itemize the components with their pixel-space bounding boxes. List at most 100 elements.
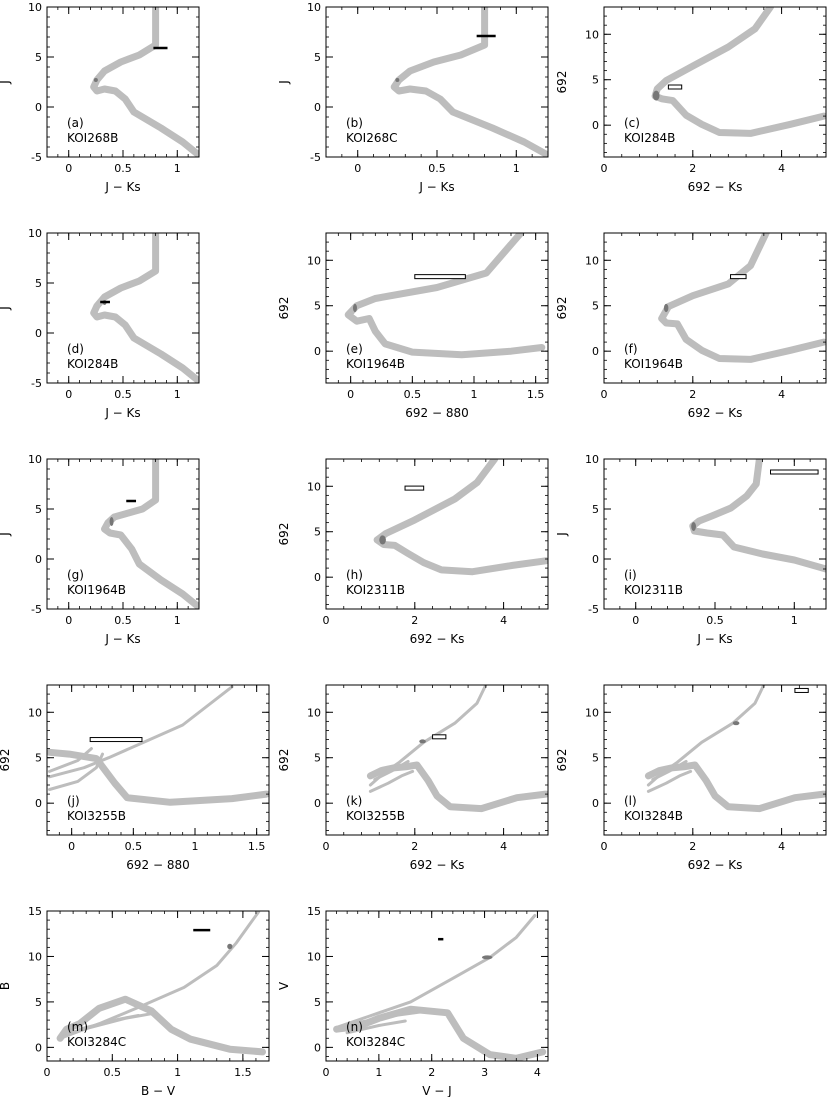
panel-object-label: KOI2311B	[346, 583, 405, 597]
y-axis-label: 692	[277, 297, 291, 320]
y-tick-label: 0	[314, 1041, 321, 1054]
isochrone-curve	[344, 233, 546, 359]
panel-0: 0 0.5 1 -5 0 5 10 J − Ks J (a)KOI268B	[0, 1, 200, 194]
panel-1: 0 0.5 1 -5 0 5 10 J − Ks J (b)KOI268C	[277, 1, 549, 194]
star-marker	[481, 955, 493, 960]
y-tick-label: 10	[28, 706, 42, 719]
plot-area	[390, 7, 548, 157]
isochrone-curve	[47, 748, 269, 806]
panel-11: 0 2 4 0 5 10 692 − Ks 692 (l)KOI3284B	[555, 684, 827, 872]
x-tick-label: 2	[428, 1066, 435, 1079]
x-tick-label: 0	[601, 840, 608, 853]
y-tick-label: 0	[314, 101, 321, 114]
panel-letter: (k)	[346, 794, 362, 808]
x-axis-label: J − Ks	[696, 632, 732, 646]
y-tick-label: 5	[314, 300, 321, 313]
x-tick-label: 0.5	[706, 614, 724, 627]
panel-object-label: KOI3284B	[624, 809, 683, 823]
y-tick-label: 5	[592, 300, 599, 313]
isochrone-curve	[644, 761, 826, 813]
panel-object-label: KOI268C	[346, 131, 397, 145]
panel-object-label: KOI1964B	[624, 357, 683, 371]
y-tick-label: -5	[31, 377, 42, 390]
x-tick-label: 0	[323, 840, 330, 853]
x-tick-label: 0	[601, 388, 608, 401]
panel-7: 0 2 4 0 5 10 692 − Ks 692 (h)KOI2311B	[277, 458, 549, 646]
x-tick-label: 0.5	[404, 388, 422, 401]
y-tick-label: 0	[314, 345, 321, 358]
panel-3: 0 0.5 1 -5 0 5 10 J − Ks J (d)KOI284B	[0, 227, 200, 420]
x-tick-label: 4	[778, 840, 785, 853]
x-tick-label: 0	[65, 162, 72, 175]
y-tick-label: 0	[592, 797, 599, 810]
plot-frame	[325, 458, 549, 610]
x-tick-label: 4	[500, 840, 507, 853]
isochrone-curve	[651, 759, 688, 781]
x-tick-label: 0	[65, 614, 72, 627]
measurement-box	[770, 469, 819, 475]
x-tick-label: 1.5	[527, 388, 545, 401]
panel-letter: (d)	[67, 342, 84, 356]
measurement-box	[730, 274, 747, 280]
x-tick-label: 2	[689, 388, 696, 401]
isochrone-curve	[345, 1019, 407, 1035]
y-tick-label: 5	[35, 996, 42, 1009]
isochrone-curve	[48, 685, 234, 779]
x-tick-label: 0	[601, 162, 608, 175]
y-tick-label: 10	[28, 227, 42, 240]
x-tick-label: 0	[632, 614, 639, 627]
x-tick-label: 1	[513, 162, 520, 175]
y-axis-label: 692	[555, 297, 569, 320]
measurement-box	[432, 734, 447, 740]
isochrone-curve	[48, 752, 104, 791]
plot-area	[90, 7, 199, 157]
panel-letter: (a)	[67, 116, 84, 130]
x-tick-label: 0.5	[104, 1066, 122, 1079]
y-tick-label: 5	[314, 752, 321, 765]
y-tick-label: 0	[35, 101, 42, 114]
x-axis-label: 692 − Ks	[410, 858, 465, 872]
isochrone-curve	[373, 459, 548, 576]
isochrone-curve	[78, 1014, 140, 1031]
isochrone-curve	[333, 1005, 547, 1061]
star-marker	[419, 739, 426, 744]
x-axis-label: 692 − Ks	[688, 406, 743, 420]
star-marker	[352, 303, 357, 313]
y-tick-label: 5	[314, 996, 321, 1009]
x-axis-label: J − Ks	[104, 406, 140, 420]
y-axis-label: B	[0, 982, 12, 990]
y-axis-label: 692	[555, 749, 569, 772]
isochrone-curve	[390, 7, 548, 157]
plot-area	[373, 459, 548, 576]
measurement-box	[414, 274, 466, 280]
x-tick-label: 0	[68, 840, 75, 853]
panel-4: 0 0.5 1 1.5 0 5 10 692 − 880 692 (e)KOI1964B	[277, 232, 549, 420]
y-tick-label: 0	[592, 345, 599, 358]
x-tick-label: 2	[689, 162, 696, 175]
x-axis-label: J − Ks	[104, 632, 140, 646]
y-tick-label: 0	[592, 119, 599, 132]
plot-frame	[325, 910, 549, 1062]
y-tick-label: 5	[314, 51, 321, 64]
y-tick-label: 10	[307, 254, 321, 267]
y-tick-label: -5	[310, 151, 321, 164]
star-marker	[379, 535, 386, 545]
star-marker	[663, 303, 669, 313]
panel-letter: (l)	[624, 794, 637, 808]
plot-area	[344, 233, 546, 359]
isochrone-curve	[651, 7, 826, 137]
x-tick-label: 4	[534, 1066, 541, 1079]
y-tick-label: 15	[28, 905, 42, 918]
x-tick-label: 2	[411, 614, 418, 627]
isochrone-curve	[368, 685, 488, 787]
x-tick-label: 2	[689, 840, 696, 853]
x-tick-label: 4	[778, 388, 785, 401]
isochrone-curve	[101, 459, 199, 609]
x-axis-label: 692 − Ks	[688, 858, 743, 872]
plot-area	[90, 233, 199, 383]
y-tick-label: 10	[585, 28, 599, 41]
plot-frame	[46, 910, 270, 1062]
y-axis-label: J	[0, 532, 12, 537]
y-tick-label: -5	[588, 603, 599, 616]
